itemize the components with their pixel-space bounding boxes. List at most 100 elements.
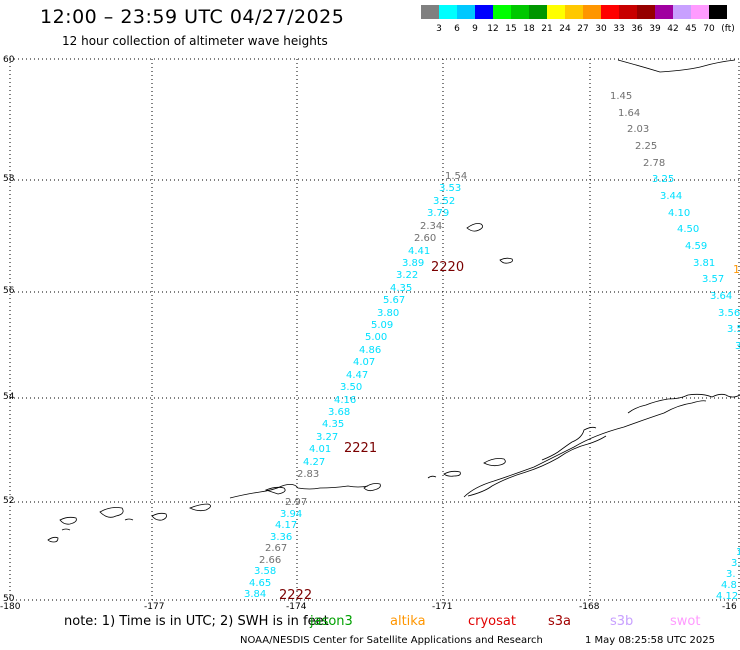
wave-height-label: 3.25 [652, 174, 675, 185]
wave-height-label: 3. [726, 569, 736, 580]
wave-height-label: 2.25 [635, 141, 658, 152]
scale-swatch [547, 5, 565, 19]
wave-height-label: 2.03 [627, 124, 650, 135]
scale-label: 15 [505, 24, 517, 34]
wave-height-label: 2.34 [420, 221, 443, 232]
scale-swatch [673, 5, 691, 19]
scale-swatch [493, 5, 511, 19]
latitude-label: 54 [3, 392, 15, 402]
scale-label: 18 [523, 24, 535, 34]
wave-height-label: 3. [731, 558, 740, 569]
chart-title: 12:00 – 23:59 UTC 04/27/2025 [40, 6, 345, 28]
wave-height-label: 3 [735, 341, 740, 352]
scale-swatch [475, 5, 493, 19]
scale-label: 39 [649, 24, 661, 34]
chart-subtitle: 12 hour collection of altimeter wave hei… [62, 34, 328, 48]
orbit-label-2222: 2222 [279, 588, 313, 603]
wave-height-label: 2.78 [643, 158, 666, 169]
satellite-legend-swot: swot [670, 614, 701, 629]
scale-swatch [583, 5, 601, 19]
wave-height-label: 3.44 [660, 191, 683, 202]
longitude-label: -168 [579, 602, 600, 612]
latitude-label: 50 [3, 594, 15, 604]
wave-height-label: 4.27 [303, 457, 326, 468]
wave-height-label: 4.86 [359, 345, 382, 356]
wave-height-label: 4.59 [685, 241, 708, 252]
wave-height-label: 5.09 [371, 320, 394, 331]
scale-swatch [691, 5, 709, 19]
scale-label: 45 [685, 24, 697, 34]
wave-height-label: 4.17 [275, 520, 298, 531]
graticule [10, 59, 740, 600]
wave-height-label: 4.16 [334, 395, 357, 406]
wave-height-label: 1 [736, 547, 740, 558]
longitude-label: -180 [0, 602, 21, 612]
satellite-legend-altika: altika [390, 614, 426, 629]
wave-height-label: 3.58 [254, 566, 277, 577]
wave-height-label: 3.68 [328, 407, 351, 418]
wave-height-label: 4.10 [668, 208, 691, 219]
scale-label: 21 [541, 24, 553, 34]
scale-swatch [529, 5, 547, 19]
latitude-label: 60 [3, 55, 15, 65]
satellite-legend-cryosat: cryosat [468, 614, 516, 629]
wave-height-label: 1.45 [610, 91, 633, 102]
wave-height-label: 2.66 [259, 555, 282, 566]
wave-height-label: 4.35 [390, 283, 413, 294]
footer-note: note: 1) Time is in UTC; 2) SWH is in fe… [64, 614, 329, 629]
wave-height-label: 3.79 [427, 208, 450, 219]
wave-height-label: 1.64 [618, 108, 641, 119]
wave-height-label: 3.36 [270, 532, 293, 543]
coastline [47, 59, 740, 543]
wave-height-label: 4.35 [322, 419, 345, 430]
scale-label: 6 [454, 24, 460, 34]
scale-label: 12 [487, 24, 499, 34]
scale-label: 42 [667, 24, 679, 34]
scale-swatch [655, 5, 673, 19]
edge-wave-label: 1 [733, 263, 740, 276]
credit-line: NOAA/NESDIS Center for Satellite Applica… [240, 635, 543, 646]
wave-height-label: 3.81 [693, 258, 716, 269]
wave-height-label: 5.00 [365, 332, 388, 343]
scale-swatch [439, 5, 457, 19]
wave-height-label: 4.47 [346, 370, 369, 381]
scale-label: 36 [631, 24, 643, 34]
wave-height-label: 4.50 [677, 224, 700, 235]
satellite-legend-s3b: s3b [610, 614, 634, 629]
latitude-label: 52 [3, 496, 15, 506]
scale-label: 30 [595, 24, 607, 34]
satellite-legend-s3a: s3a [548, 614, 572, 629]
wave-height-label: 3.53 [439, 183, 462, 194]
wave-height-label: 4.01 [309, 444, 332, 455]
wave-height-label: 3.5 [727, 324, 740, 335]
wave-height-label: 3.89 [402, 258, 425, 269]
scale-label: 24 [559, 24, 571, 34]
longitude-label: -174 [286, 602, 307, 612]
wave-height-label: 2.60 [414, 233, 437, 244]
orbit-label-2220: 2220 [431, 260, 465, 275]
scale-swatch [457, 5, 475, 19]
scale-label: 70 [703, 24, 715, 34]
longitude-label: -177 [144, 602, 165, 612]
wave-height-label: 2.67 [265, 543, 288, 554]
scale-label: 27 [577, 24, 589, 34]
scale-swatch [565, 5, 583, 19]
satellite-legend-jason3: jason3 [310, 614, 353, 629]
wave-height-label: 2.83 [297, 469, 320, 480]
longitude-label: -171 [432, 602, 453, 612]
latitude-label: 58 [3, 174, 15, 184]
wave-height-label: 4.41 [408, 246, 431, 257]
scale-swatch [637, 5, 655, 19]
wave-height-label: 3.52 [433, 196, 456, 207]
wave-height-label: 3.94 [280, 509, 303, 520]
wave-height-label: 3.27 [316, 432, 339, 443]
wave-height-label: 4.65 [249, 578, 272, 589]
wave-height-label: 4.8 [721, 580, 737, 591]
wave-height-label: 3.57 [702, 274, 725, 285]
latitude-label: 56 [3, 286, 15, 296]
wave-height-label: 4.12 [716, 591, 739, 602]
scale-unit: (ft) [721, 24, 735, 34]
scale-swatch [511, 5, 529, 19]
timestamp: 1 May 08:25:58 UTC 2025 [585, 635, 715, 646]
